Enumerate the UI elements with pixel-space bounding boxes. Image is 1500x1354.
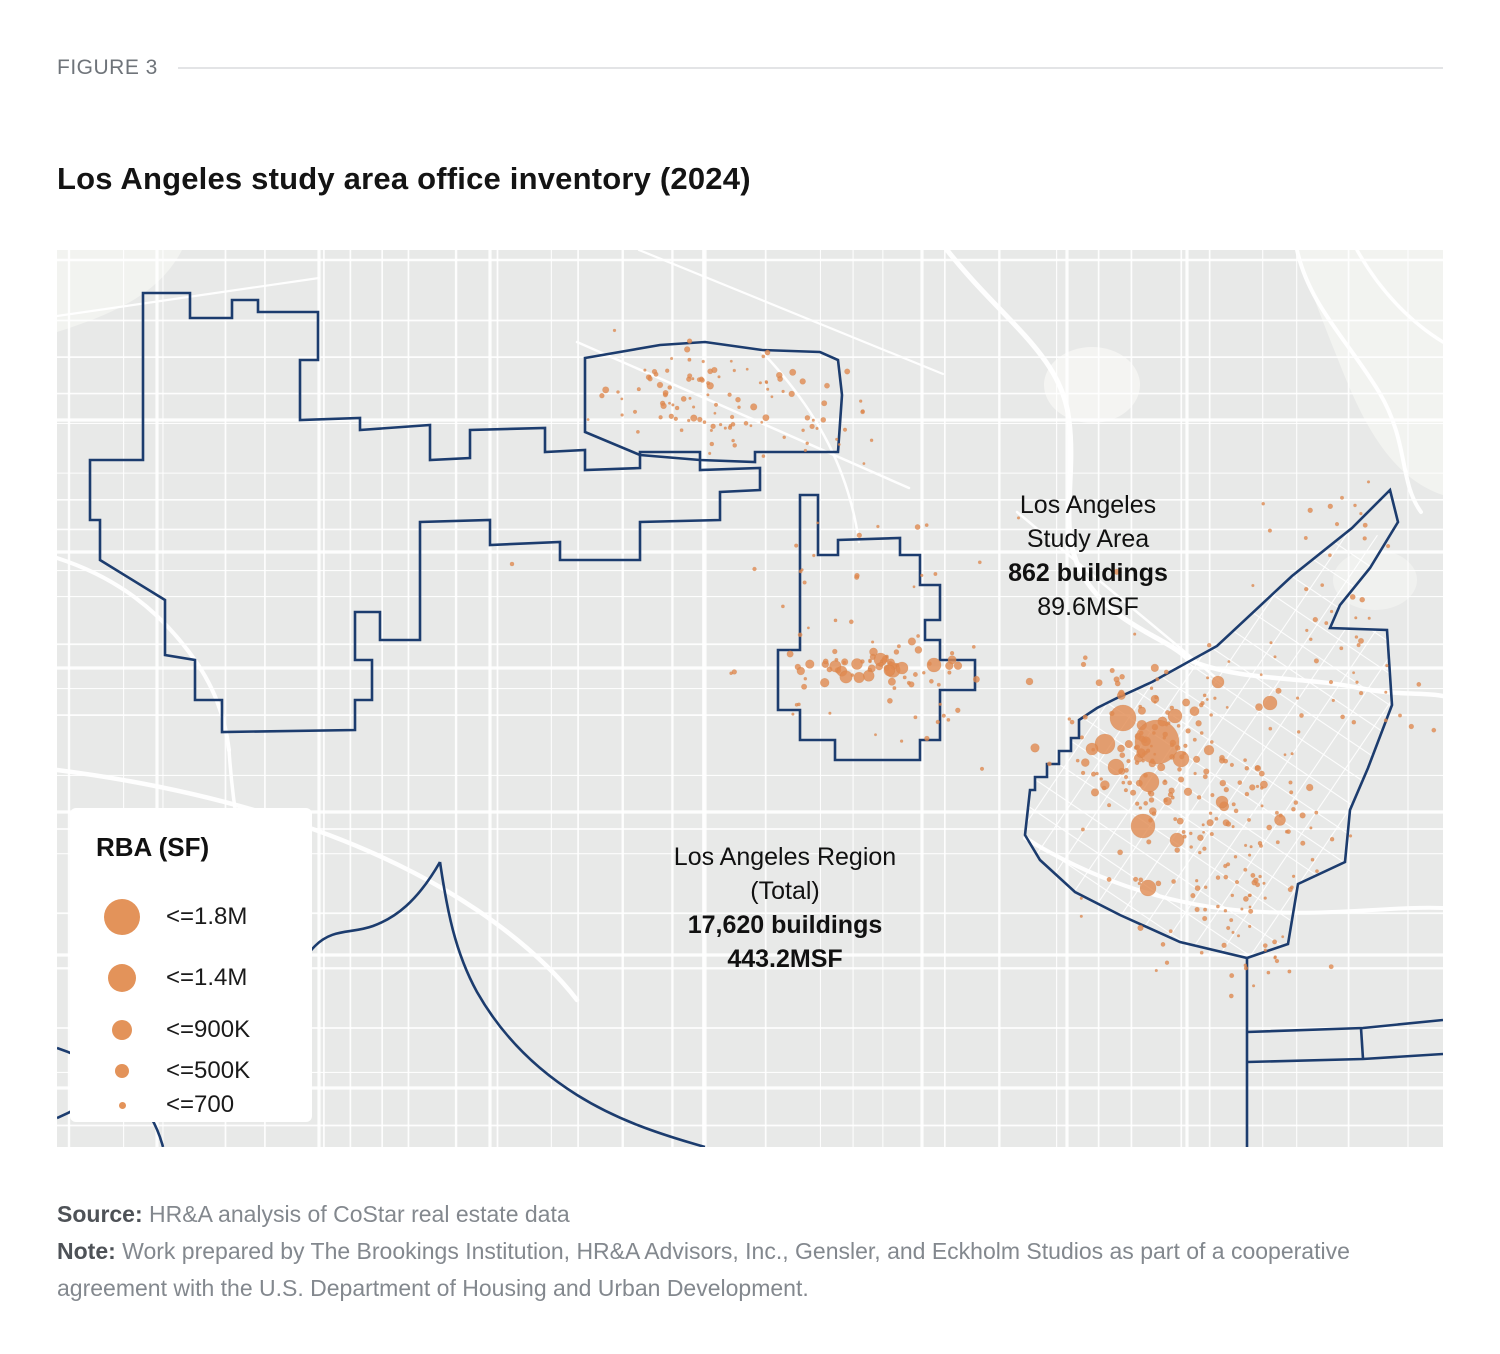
legend-label: <=1.8M xyxy=(166,903,248,930)
legend-dot-column xyxy=(96,899,148,935)
annotation-line: Los Angeles xyxy=(1019,491,1157,519)
boundary-line xyxy=(1246,1018,1443,1034)
legend-item: <=900K xyxy=(96,1007,312,1053)
terrain-patch xyxy=(1297,250,1443,495)
rba-legend: RBA (SF) <=1.8M <=1.4M <=900K <=500K <=700 xyxy=(70,808,312,1122)
legend-items: <=1.8M <=1.4M <=900K <=500K <=700 xyxy=(96,885,312,1121)
legend-item: <=500K xyxy=(96,1053,312,1089)
annotation-line: (Total) xyxy=(750,877,820,905)
boundary-line xyxy=(438,861,706,1147)
note-line: Note: Work prepared by The Brookings Ins… xyxy=(57,1233,1443,1307)
boundary-midwilshire xyxy=(776,493,977,762)
annotation-line: 89.6MSF xyxy=(1037,593,1139,621)
boundary-hollywood xyxy=(583,340,844,464)
page-title: Los Angeles study area office inventory … xyxy=(57,160,751,196)
source-line: Source: HR&A analysis of CoStar real est… xyxy=(57,1196,1443,1233)
map-figure: Los Angeles Study Area 862 buildings 89.… xyxy=(57,250,1443,1147)
figure-label-row: FIGURE 3 xyxy=(57,56,1443,80)
annotation-line: 443.2MSF xyxy=(727,945,843,973)
source-note-block: Source: HR&A analysis of CoStar real est… xyxy=(57,1196,1443,1307)
annotation-line: 862 buildings xyxy=(1008,559,1168,587)
note-text: Work prepared by The Brookings Instituti… xyxy=(57,1238,1350,1301)
legend-size-circle xyxy=(112,1020,132,1040)
boundary-line xyxy=(1359,1027,1365,1060)
legend-title: RBA (SF) xyxy=(96,832,210,862)
legend-item: <=1.8M xyxy=(96,885,312,949)
legend-size-circle xyxy=(108,964,136,992)
legend-label: <=900K xyxy=(166,1016,251,1043)
annotation-line: Study Area xyxy=(1026,525,1150,553)
boundary-west xyxy=(88,291,762,734)
legend-dot-column xyxy=(96,1020,148,1040)
legend-label: <=700 xyxy=(166,1091,235,1118)
legend-item: <=700 xyxy=(96,1089,312,1121)
legend-item: <=1.4M xyxy=(96,949,312,1007)
legend-size-circle xyxy=(104,899,140,935)
study-area-annotation: Los Angeles Study Area 862 buildings 89.… xyxy=(968,488,1208,624)
legend-dot-column xyxy=(96,1101,148,1109)
annotation-line: Los Angeles Region xyxy=(673,843,897,871)
boundary-downtown xyxy=(1023,487,1400,960)
annotation-line: 17,620 buildings xyxy=(687,911,883,939)
office-building-dots xyxy=(509,328,1437,999)
figure-rule-line xyxy=(177,67,1443,69)
legend-size-circle xyxy=(115,1064,129,1078)
legend-dot-column xyxy=(96,964,148,992)
region-total-annotation: Los Angeles Region (Total) 17,620 buildi… xyxy=(635,840,935,976)
legend-size-circle xyxy=(118,1101,126,1109)
note-label: Note: xyxy=(57,1238,116,1264)
source-text: HR&A analysis of CoStar real estate data xyxy=(142,1201,570,1227)
legend-label: <=500K xyxy=(166,1057,251,1084)
legend-dot-column xyxy=(96,1064,148,1078)
legend-label: <=1.4M xyxy=(166,964,248,991)
figure-number: FIGURE 3 xyxy=(57,56,158,79)
source-label: Source: xyxy=(57,1201,143,1227)
